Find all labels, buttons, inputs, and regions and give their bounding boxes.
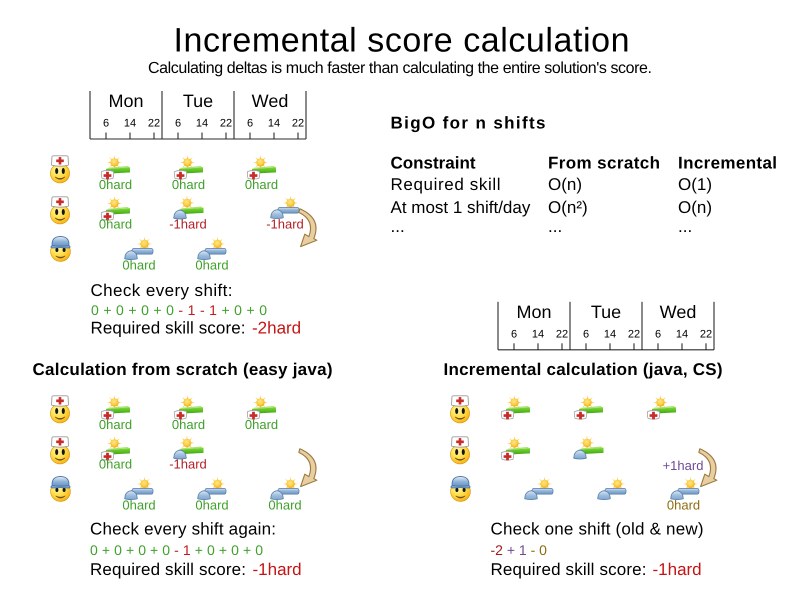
svg-text:0hard: 0hard (268, 498, 301, 513)
svg-text:...: ... (391, 217, 405, 236)
svg-text:BigO for n shifts: BigO for n shifts (391, 114, 546, 133)
svg-text:O(n): O(n) (548, 175, 582, 194)
svg-text:-2 + 1 - 0: -2 + 1 - 0 (491, 542, 548, 558)
svg-text:Required skill: Required skill (391, 175, 501, 194)
svg-text:Required skill score:: Required skill score: (491, 560, 647, 579)
svg-text:0hard: 0hard (172, 417, 205, 432)
svg-text:Constraint: Constraint (391, 154, 476, 173)
svg-text:0 + 0 + 0 + 0 - 1 + 0 + 0 + 0: 0 + 0 + 0 + 0 - 1 + 0 + 0 + 0 (90, 542, 263, 558)
svg-text:0hard: 0hard (122, 258, 155, 273)
svg-text:Check one shift (old & new): Check one shift (old & new) (491, 520, 704, 539)
svg-text:0hard: 0hard (172, 177, 205, 192)
svg-text:+1hard: +1hard (663, 458, 704, 473)
svg-text:0hard: 0hard (195, 498, 228, 513)
svg-text:At most 1 shift/day: At most 1 shift/day (391, 198, 531, 217)
svg-text:0 + 0 + 0 + 0 - 1 - 1 + 0 + 0: 0 + 0 + 0 + 0 - 1 - 1 + 0 + 0 (91, 302, 267, 318)
svg-text:0hard: 0hard (195, 258, 228, 273)
svg-text:From scratch: From scratch (548, 154, 660, 173)
svg-text:Incremental: Incremental (678, 154, 777, 173)
svg-text:Calculating deltas is much fas: Calculating deltas is much faster than c… (148, 60, 652, 77)
svg-text:...: ... (678, 217, 692, 236)
svg-text:-1hard: -1hard (266, 217, 304, 232)
svg-text:Check every shift again:: Check every shift again: (90, 520, 276, 539)
svg-text:Check every shift:: Check every shift: (91, 281, 233, 300)
svg-text:-1hard: -1hard (169, 457, 207, 472)
svg-text:0hard: 0hard (122, 498, 155, 513)
svg-text:O(n): O(n) (678, 198, 712, 217)
svg-text:...: ... (548, 217, 562, 236)
svg-text:-1hard: -1hard (253, 560, 302, 579)
svg-text:0hard: 0hard (99, 177, 132, 192)
svg-text:-1hard: -1hard (169, 217, 207, 232)
svg-text:O(n²): O(n²) (548, 198, 588, 217)
svg-text:Required skill score:: Required skill score: (90, 560, 246, 579)
svg-text:-1hard: -1hard (653, 560, 702, 579)
svg-text:Incremental calculation (java,: Incremental calculation (java, CS) (444, 360, 723, 379)
svg-text:0hard: 0hard (245, 417, 278, 432)
svg-text:Incremental score calculation: Incremental score calculation (174, 21, 630, 59)
svg-text:0hard: 0hard (99, 417, 132, 432)
svg-text:0hard: 0hard (99, 457, 132, 472)
svg-text:Required skill score:: Required skill score: (91, 319, 246, 338)
svg-text:0hard: 0hard (667, 498, 700, 513)
svg-text:-2hard: -2hard (252, 319, 301, 338)
svg-text:Calculation from scratch (easy: Calculation from scratch (easy java) (33, 360, 333, 379)
svg-text:0hard: 0hard (245, 177, 278, 192)
svg-text:O(1): O(1) (678, 175, 712, 194)
svg-text:0hard: 0hard (99, 217, 132, 232)
